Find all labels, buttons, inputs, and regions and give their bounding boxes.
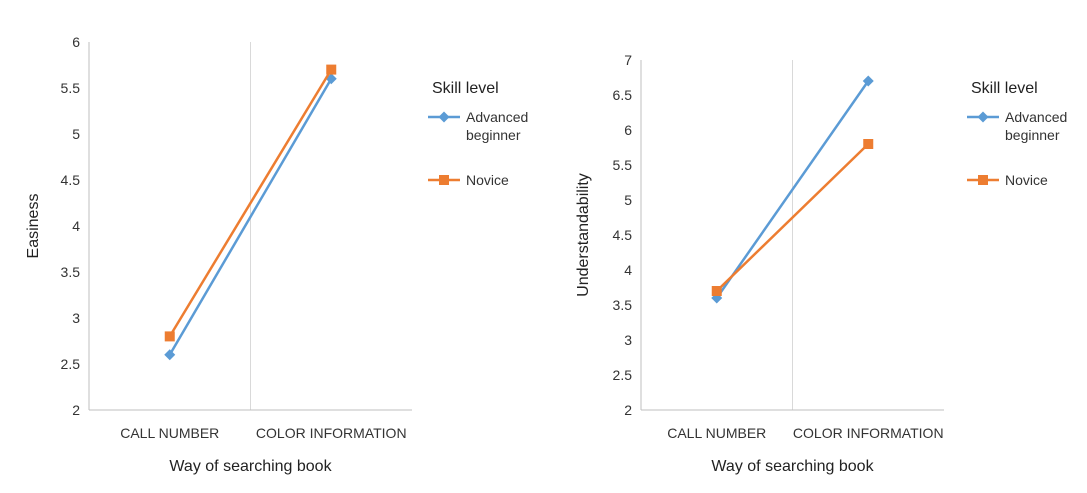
- y-tick-label: 6: [624, 122, 632, 138]
- series-line: [715, 143, 870, 292]
- legend-entry-line: Advanced: [466, 109, 528, 125]
- y-tick-label: 2.5: [613, 367, 633, 383]
- y-tick-label: 4.5: [613, 227, 633, 243]
- x-category-label: CALL NUMBER: [120, 425, 219, 441]
- legend-title: Skill level: [971, 80, 1038, 97]
- y-tick-label: 3.5: [613, 297, 633, 313]
- y-tick-label: 5: [624, 192, 632, 208]
- y-tick-label: 3: [624, 332, 632, 348]
- y-tick-label: 2.5: [61, 356, 81, 372]
- y-tick-label: 5.5: [613, 157, 633, 173]
- x-axis-title: Way of searching book: [169, 458, 332, 475]
- data-point: [164, 331, 175, 342]
- y-tick-label: 6: [72, 34, 80, 50]
- data-point: [711, 286, 722, 296]
- legend-swatch-marker: [438, 111, 450, 123]
- y-tick-label: 4: [72, 218, 80, 234]
- legend-swatch-marker: [977, 111, 989, 123]
- series-line: [168, 78, 333, 356]
- legend-entry-line: Advanced: [1005, 109, 1067, 125]
- y-tick-label: 6.5: [613, 87, 633, 103]
- data-point: [862, 75, 874, 87]
- y-tick-label: 5: [72, 126, 80, 142]
- x-category-label: CALL NUMBER: [667, 425, 766, 441]
- legend-entry-label: Novice: [466, 172, 509, 188]
- legend-title: Skill level: [432, 80, 499, 97]
- series-line: [715, 80, 870, 299]
- x-axis-title: Way of searching book: [711, 458, 874, 475]
- y-tick-label: 2: [72, 402, 80, 418]
- understandability-chart: 2 2.5 3 3.5 4 4.5 5 5.5 6 6.5 7 CALL NUMBER COLOR IN…: [575, 52, 1067, 475]
- x-category-label: COLOR INFORMATION: [793, 425, 944, 441]
- easiness-chart: 2 2.5 3 3.5 4 4.5 5 5.5 6 CALL NUMBER COLOR INFORM…: [25, 34, 528, 475]
- y-tick-label: 4.5: [61, 172, 81, 188]
- legend-entry-line: Novice: [1005, 172, 1048, 188]
- y-axis-title: Easiness: [25, 194, 42, 259]
- y-tick-label: 5.5: [61, 80, 81, 96]
- legend-entry-label: Advanced beginner: [466, 109, 528, 143]
- legend-entry-line: beginner: [466, 127, 521, 143]
- y-axis-title: Understandability: [575, 173, 592, 297]
- legend-entry-line: Novice: [466, 172, 509, 188]
- data-point: [326, 64, 337, 75]
- y-tick-label: 7: [624, 52, 632, 68]
- legend-swatch-marker: [439, 175, 449, 185]
- x-category-label: COLOR INFORMATION: [256, 425, 407, 441]
- y-tick-label: 3: [72, 310, 80, 326]
- legend-entry-line: beginner: [1005, 127, 1060, 143]
- y-tick-label: 2: [624, 402, 632, 418]
- y-tick-label: 3.5: [61, 264, 81, 280]
- y-tick-label: 4: [624, 262, 632, 278]
- legend-swatch-marker: [978, 175, 988, 185]
- legend-entry-label: Advanced beginner: [1005, 109, 1067, 143]
- legend-entry-label: Novice: [1005, 172, 1048, 188]
- series-line: [168, 68, 333, 338]
- data-point: [863, 139, 874, 149]
- data-point: [164, 349, 176, 361]
